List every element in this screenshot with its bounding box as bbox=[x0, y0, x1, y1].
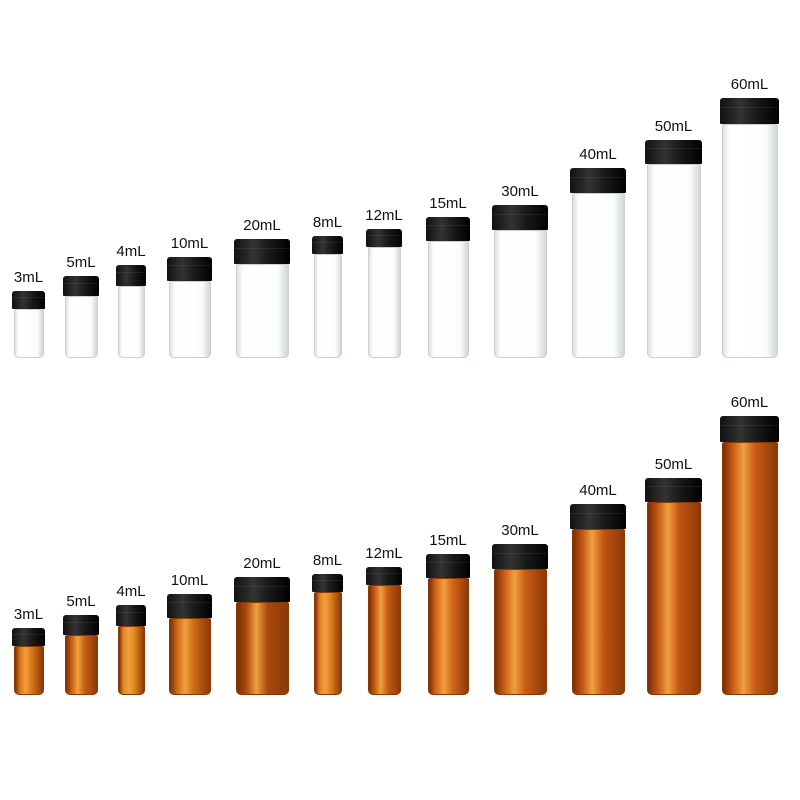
vial-size-label: 20mL bbox=[243, 555, 281, 572]
black-screw-cap bbox=[570, 168, 626, 193]
glass-vial-body bbox=[14, 309, 44, 358]
glass-vial-body bbox=[647, 502, 701, 695]
black-screw-cap bbox=[234, 239, 290, 264]
glass-vial-body bbox=[368, 247, 401, 358]
glass-vial-body bbox=[314, 592, 342, 695]
black-screw-cap bbox=[116, 265, 146, 286]
glass-vial-body bbox=[647, 164, 701, 358]
black-screw-cap bbox=[492, 205, 548, 230]
black-screw-cap bbox=[167, 257, 212, 281]
glass-vial-body bbox=[572, 529, 625, 695]
black-screw-cap bbox=[720, 416, 779, 442]
vial-size-label: 8mL bbox=[312, 214, 343, 231]
black-screw-cap bbox=[167, 594, 212, 618]
glass-vial-body bbox=[428, 241, 469, 358]
black-screw-cap bbox=[492, 544, 548, 569]
glass-vial-body bbox=[572, 193, 625, 358]
glass-vial-body bbox=[722, 124, 778, 358]
black-screw-cap bbox=[12, 628, 45, 646]
glass-vial-body bbox=[169, 281, 211, 358]
black-screw-cap bbox=[63, 615, 99, 635]
glass-vial-body bbox=[428, 578, 469, 695]
glass-vial-body bbox=[314, 254, 342, 358]
black-screw-cap bbox=[366, 567, 402, 585]
glass-vial-body bbox=[494, 230, 547, 358]
black-screw-cap bbox=[116, 605, 146, 626]
vial-size-label: 12mL bbox=[365, 545, 403, 562]
vial-size-label: 15mL bbox=[429, 532, 467, 549]
glass-vial-body bbox=[368, 585, 401, 695]
black-screw-cap bbox=[426, 554, 470, 578]
glass-vial-body bbox=[65, 635, 98, 695]
vial-size-label: 15mL bbox=[429, 195, 467, 212]
vial-size-label: 10mL bbox=[170, 572, 209, 589]
glass-vial-body bbox=[118, 626, 145, 695]
glass-vial-body bbox=[169, 618, 211, 695]
vial-size-label: 40mL bbox=[579, 146, 617, 163]
vial-size-label: 50mL bbox=[654, 456, 693, 473]
vial-size-label: 60mL bbox=[730, 76, 769, 93]
black-screw-cap bbox=[366, 229, 402, 247]
vial-size-label: 20mL bbox=[243, 217, 281, 234]
vial-size-label: 3mL bbox=[13, 606, 44, 623]
vial-size-label: 50mL bbox=[654, 118, 693, 135]
vial-size-label: 12mL bbox=[365, 207, 403, 224]
black-screw-cap bbox=[234, 577, 290, 602]
black-screw-cap bbox=[645, 478, 702, 502]
vial-size-label: 4mL bbox=[116, 243, 146, 260]
black-screw-cap bbox=[645, 140, 702, 164]
vial-size-label: 60mL bbox=[730, 394, 769, 411]
glass-vial-body bbox=[14, 646, 44, 695]
black-screw-cap bbox=[312, 574, 343, 592]
vial-size-label: 4mL bbox=[116, 583, 146, 600]
black-screw-cap bbox=[720, 98, 779, 124]
black-screw-cap bbox=[570, 504, 626, 529]
vial-size-label: 8mL bbox=[312, 552, 343, 569]
glass-vial-body bbox=[494, 569, 547, 695]
glass-vial-body bbox=[236, 602, 289, 695]
vial-size-label: 30mL bbox=[501, 183, 539, 200]
black-screw-cap bbox=[426, 217, 470, 241]
vial-size-label: 5mL bbox=[66, 593, 96, 610]
vial-size-label: 5mL bbox=[66, 254, 96, 271]
vial-size-label: 3mL bbox=[13, 269, 44, 286]
black-screw-cap bbox=[312, 236, 343, 254]
glass-vial-body bbox=[236, 264, 289, 358]
glass-vial-body bbox=[65, 296, 98, 358]
black-screw-cap bbox=[63, 276, 99, 296]
glass-vial-body bbox=[118, 286, 145, 358]
black-screw-cap bbox=[12, 291, 45, 309]
vial-size-label: 10mL bbox=[170, 235, 209, 252]
glass-vial-body bbox=[722, 442, 778, 695]
vial-size-label: 30mL bbox=[501, 522, 539, 539]
vial-size-label: 40mL bbox=[579, 482, 617, 499]
